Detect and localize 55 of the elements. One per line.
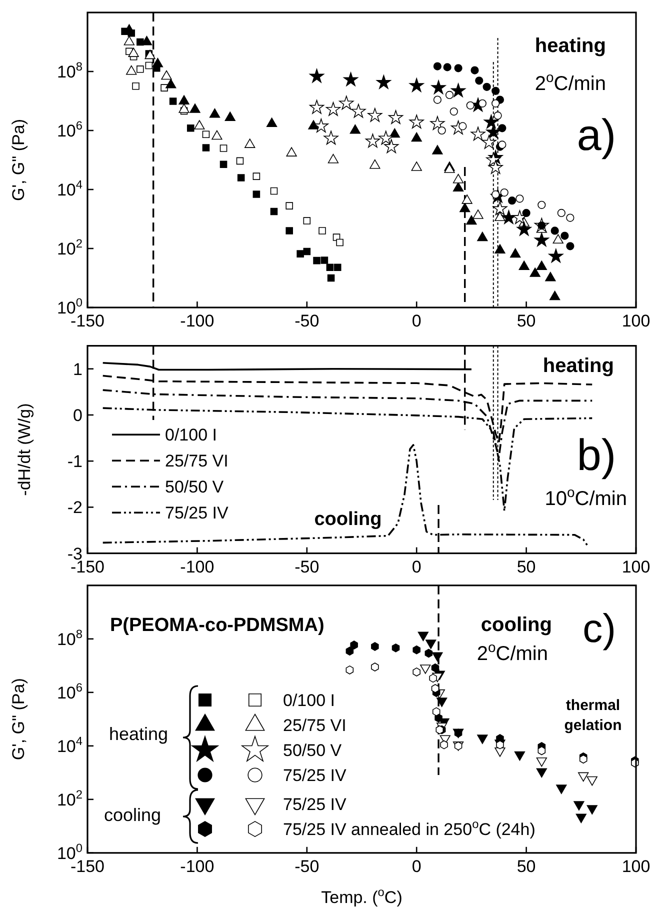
- y-axis-title: G', G" (Pa): [9, 678, 28, 760]
- x-tick-label: 100: [622, 557, 650, 576]
- legend-label: 75/25 IV: [283, 795, 347, 814]
- annotation: heating: [534, 35, 606, 57]
- legend-label: 25/75 VI: [165, 452, 228, 471]
- annotation: P(PEOMA-co-PDMSMA): [110, 615, 324, 636]
- annotation: thermal gelation: [564, 697, 622, 734]
- y-tick-label: 10$^{4}$: [56, 734, 83, 756]
- legend-label: 0/100 I: [165, 426, 217, 445]
- y-tick-label: 10$^{8}$: [56, 60, 83, 82]
- annotation: heating: [108, 724, 168, 744]
- annotation: 2$^{o}$C/min: [534, 69, 606, 95]
- x-tick-label: -100: [180, 557, 214, 576]
- x-tick-label: -50: [294, 557, 320, 576]
- text: 50/50 V: [283, 741, 342, 760]
- x-tick-label: 50: [516, 557, 536, 576]
- annotation: 2$^{o}$C/min: [476, 639, 548, 665]
- annotation: a): [576, 111, 616, 160]
- x-tick-label: -50: [294, 312, 320, 330]
- y-tick-label: 10$^{8}$: [56, 626, 83, 649]
- y-tick-label: 0: [73, 406, 82, 425]
- x-tick-label: -100: [180, 856, 214, 876]
- x-tick-label: -100: [180, 312, 214, 330]
- annotation: cooling: [480, 614, 552, 636]
- y-tick-label: 10$^{6}$: [56, 680, 83, 702]
- y-tick-label: 10$^{4}$: [56, 178, 83, 200]
- y-tick-label: 10$^{2}$: [56, 236, 83, 258]
- annotation: c): [582, 607, 616, 651]
- annotation: heating: [542, 355, 614, 377]
- x-tick-label: 50: [516, 856, 536, 876]
- x-tick-label: -50: [294, 856, 320, 876]
- x-tick-label: 0: [412, 557, 422, 576]
- legend-label: 75/25 IV annealed in 250$^{o}$C (24h): [283, 817, 536, 839]
- x-tick-label: 100: [622, 312, 650, 330]
- y-tick-label: 10$^{2}$: [56, 787, 83, 810]
- y-tick-label: -1: [67, 452, 82, 472]
- y-axis-title: G', G" (Pa): [9, 118, 28, 202]
- y-axis-title: -dH/dt (W/g): [15, 403, 34, 496]
- x-axis-title: Temp. ($^{o}$C): [321, 885, 402, 907]
- text: 0/100 I: [283, 691, 335, 710]
- text: 75/25 IV: [283, 766, 346, 785]
- x-tick-label: 50: [516, 312, 536, 330]
- legend-label: 50/50 V: [165, 478, 224, 497]
- annotation: cooling: [314, 509, 382, 530]
- annotation: cooling: [104, 805, 161, 825]
- annotation: b): [576, 431, 616, 480]
- y-tick-label: 1: [73, 360, 82, 379]
- y-tick-label: 10$^{6}$: [56, 118, 83, 140]
- y-tick-label: -2: [67, 498, 82, 518]
- x-tick-label: 100: [622, 856, 650, 876]
- x-tick-label: 0: [412, 312, 422, 330]
- x-tick-label: 0: [412, 856, 422, 876]
- annotation: 10$^{o}$C/min: [544, 484, 627, 510]
- text: 25/75 VI: [283, 716, 346, 735]
- legend-label: 75/25 IV: [165, 504, 229, 523]
